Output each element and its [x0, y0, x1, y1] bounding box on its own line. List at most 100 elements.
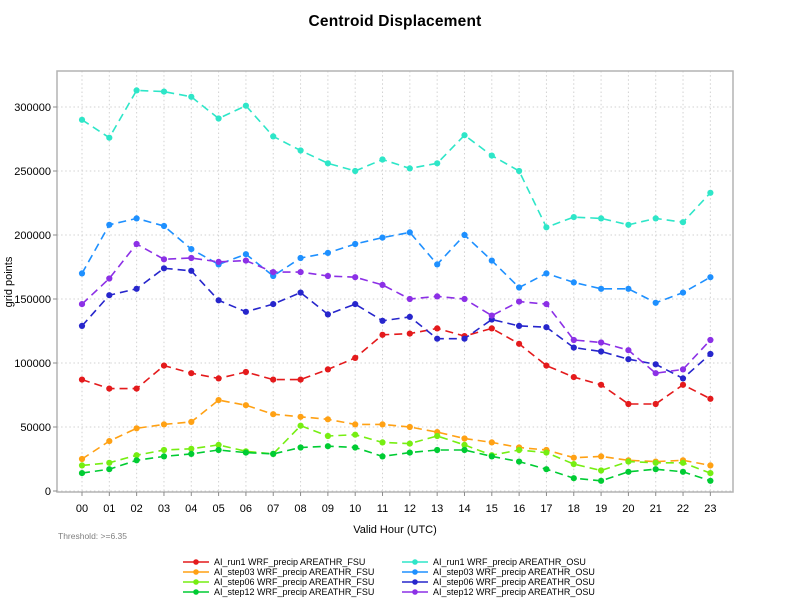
- series-point-ai-step06-wrf-precip-areathr-fsu: [106, 459, 113, 466]
- series-point-ai-step03-wrf-precip-areathr-osu: [625, 285, 632, 292]
- series-point-ai-step03-wrf-precip-areathr-osu: [598, 285, 605, 292]
- series-point-ai-run1-wrf-precip-areathr-fsu: [242, 368, 249, 376]
- series-point-ai-step06-wrf-precip-areathr-osu: [707, 350, 714, 358]
- series-point-ai-step03-wrf-precip-areathr-fsu: [215, 397, 222, 404]
- legend-marker-icon: [183, 579, 209, 585]
- series-point-ai-step12-wrf-precip-areathr-fsu: [215, 446, 222, 454]
- series-point-ai-step03-wrf-precip-areathr-fsu: [461, 435, 468, 442]
- series-point-ai-step03-wrf-precip-areathr-fsu: [379, 421, 386, 428]
- series-point-ai-step03-wrf-precip-areathr-osu: [297, 254, 304, 262]
- series-point-ai-run1-wrf-precip-areathr-fsu: [352, 354, 359, 361]
- series-point-ai-step12-wrf-precip-areathr-fsu: [570, 475, 577, 482]
- x-tick-label: 13: [431, 503, 443, 515]
- x-tick-label: 14: [458, 503, 470, 515]
- series-point-ai-step12-wrf-precip-areathr-fsu: [133, 457, 140, 464]
- series-point-ai-step03-wrf-precip-areathr-fsu: [352, 421, 359, 428]
- series-point-ai-step12-wrf-precip-areathr-osu: [242, 257, 249, 264]
- series-point-ai-step06-wrf-precip-areathr-osu: [598, 348, 605, 355]
- series-point-ai-run1-wrf-precip-areathr-fsu: [406, 330, 413, 337]
- series-point-ai-step06-wrf-precip-areathr-fsu: [679, 459, 687, 466]
- series-point-ai-run1-wrf-precip-areathr-osu: [570, 214, 577, 221]
- series-point-ai-step06-wrf-precip-areathr-fsu: [625, 458, 632, 465]
- series-point-ai-step06-wrf-precip-areathr-fsu: [188, 445, 195, 452]
- series-point-ai-step06-wrf-precip-areathr-osu: [625, 356, 632, 363]
- series-point-ai-step12-wrf-precip-areathr-osu: [434, 293, 441, 300]
- legend-marker-icon: [183, 559, 209, 565]
- series-point-ai-run1-wrf-precip-areathr-fsu: [297, 376, 304, 383]
- series-point-ai-step06-wrf-precip-areathr-osu: [106, 292, 113, 299]
- series-point-ai-step12-wrf-precip-areathr-osu: [488, 312, 495, 319]
- series-point-ai-step06-wrf-precip-areathr-osu: [461, 335, 468, 342]
- series-point-ai-step06-wrf-precip-areathr-fsu: [570, 461, 577, 468]
- series-point-ai-step06-wrf-precip-areathr-osu: [78, 322, 86, 329]
- series-point-ai-step06-wrf-precip-areathr-fsu: [324, 432, 331, 440]
- series-point-ai-run1-wrf-precip-areathr-osu: [160, 88, 168, 95]
- series-point-ai-step12-wrf-precip-areathr-osu: [106, 275, 113, 282]
- series-point-ai-step12-wrf-precip-areathr-osu: [570, 336, 577, 344]
- x-tick-label: 16: [513, 503, 525, 515]
- legend-label: AI_run1 WRF_precip AREATHR_FSU: [214, 557, 366, 567]
- y-tick-label: 200000: [14, 230, 51, 242]
- series-point-ai-step03-wrf-precip-areathr-fsu: [133, 425, 140, 432]
- legend-marker-icon: [402, 559, 428, 565]
- series-point-ai-step12-wrf-precip-areathr-fsu: [707, 477, 714, 484]
- series-point-ai-run1-wrf-precip-areathr-fsu: [379, 331, 386, 338]
- series-point-ai-step06-wrf-precip-areathr-fsu: [297, 422, 304, 429]
- series-point-ai-step06-wrf-precip-areathr-fsu: [652, 459, 659, 466]
- series-point-ai-step12-wrf-precip-areathr-fsu: [160, 453, 168, 460]
- series-point-ai-step03-wrf-precip-areathr-osu: [406, 229, 413, 236]
- series-point-ai-run1-wrf-precip-areathr-osu: [133, 87, 140, 94]
- series-point-ai-run1-wrf-precip-areathr-osu: [652, 215, 659, 222]
- series-point-ai-step06-wrf-precip-areathr-fsu: [461, 441, 468, 448]
- x-tick-label: 19: [595, 503, 607, 515]
- series-point-ai-step12-wrf-precip-areathr-osu: [78, 301, 86, 308]
- legend-item: AI_step03 WRF_precip AREATHR_OSU: [402, 567, 595, 577]
- series-point-ai-step03-wrf-precip-areathr-osu: [543, 270, 550, 277]
- series-point-ai-step03-wrf-precip-areathr-fsu: [707, 462, 714, 469]
- y-tick-label: 300000: [14, 102, 51, 114]
- series-point-ai-step03-wrf-precip-areathr-osu: [352, 240, 359, 248]
- series-line-ai-run1-wrf-precip-areathr-osu: [81, 89, 711, 229]
- legend-column-fsu: AI_run1 WRF_precip AREATHR_FSU AI_step03 …: [183, 557, 374, 597]
- series-point-ai-run1-wrf-precip-areathr-osu: [106, 134, 113, 141]
- series-point-ai-run1-wrf-precip-areathr-fsu: [270, 376, 277, 383]
- series-point-ai-run1-wrf-precip-areathr-fsu: [679, 381, 687, 388]
- series-point-ai-step03-wrf-precip-areathr-osu: [652, 299, 659, 306]
- x-tick-label: 15: [486, 503, 498, 515]
- series-point-ai-step06-wrf-precip-areathr-fsu: [707, 470, 714, 477]
- series-point-ai-step12-wrf-precip-areathr-fsu: [434, 446, 441, 454]
- series-point-ai-run1-wrf-precip-areathr-fsu: [133, 385, 140, 392]
- x-axis-label: Valid Hour (UTC): [353, 524, 437, 536]
- x-tick-label: 12: [404, 503, 416, 515]
- series-point-ai-run1-wrf-precip-areathr-fsu: [516, 340, 523, 347]
- series-point-ai-step03-wrf-precip-areathr-fsu: [324, 416, 331, 423]
- y-tick-label: 50000: [20, 422, 51, 434]
- series-line-ai-step12-wrf-precip-areathr-fsu: [81, 445, 711, 482]
- series-point-ai-run1-wrf-precip-areathr-fsu: [106, 385, 113, 392]
- series-point-ai-step12-wrf-precip-areathr-fsu: [461, 446, 468, 454]
- series-point-ai-step12-wrf-precip-areathr-fsu: [488, 453, 495, 460]
- series-point-ai-step03-wrf-precip-areathr-osu: [461, 231, 468, 239]
- series-point-ai-run1-wrf-precip-areathr-fsu: [570, 374, 577, 381]
- series-point-ai-run1-wrf-precip-areathr-osu: [406, 165, 413, 172]
- series-point-ai-step06-wrf-precip-areathr-fsu: [543, 449, 550, 456]
- series-line-ai-step12-wrf-precip-areathr-osu: [81, 242, 711, 375]
- series-point-ai-step06-wrf-precip-areathr-osu: [215, 297, 222, 304]
- series-point-ai-run1-wrf-precip-areathr-osu: [488, 152, 495, 159]
- series-point-ai-step06-wrf-precip-areathr-fsu: [379, 439, 386, 446]
- series-point-ai-step03-wrf-precip-areathr-osu: [133, 215, 140, 222]
- legend-marker-icon: [402, 569, 428, 575]
- series-point-ai-step06-wrf-precip-areathr-osu: [434, 335, 441, 342]
- series-point-ai-step03-wrf-precip-areathr-osu: [324, 249, 331, 256]
- legend-item: AI_step12 WRF_precip AREATHR_OSU: [402, 587, 595, 597]
- series-point-ai-run1-wrf-precip-areathr-osu: [324, 160, 331, 167]
- series-point-ai-step12-wrf-precip-areathr-osu: [543, 301, 550, 308]
- series-point-ai-step12-wrf-precip-areathr-fsu: [242, 449, 249, 456]
- series-point-ai-step12-wrf-precip-areathr-osu: [679, 366, 687, 373]
- series-point-ai-step12-wrf-precip-areathr-fsu: [543, 466, 550, 473]
- series-point-ai-step06-wrf-precip-areathr-osu: [297, 289, 304, 296]
- series-point-ai-step12-wrf-precip-areathr-fsu: [379, 453, 386, 460]
- series-line-ai-step03-wrf-precip-areathr-osu: [81, 217, 711, 304]
- series-point-ai-step12-wrf-precip-areathr-osu: [215, 258, 222, 265]
